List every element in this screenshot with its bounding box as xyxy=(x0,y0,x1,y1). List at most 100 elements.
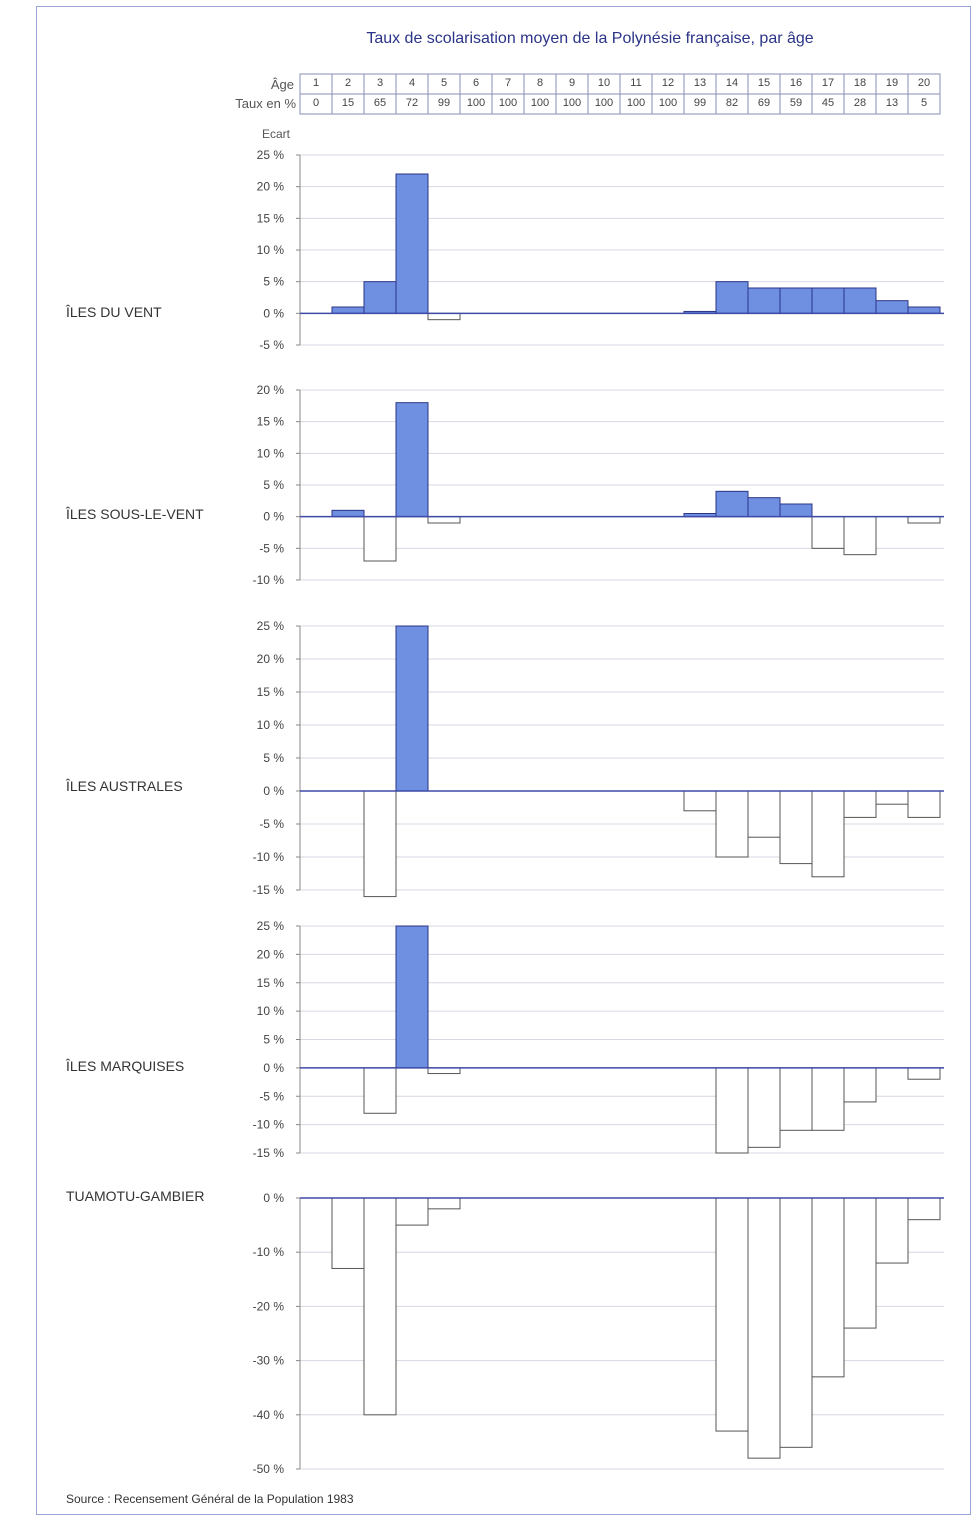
bar-age-13 xyxy=(683,790,717,812)
y-tick-label: 20 % xyxy=(257,383,285,397)
y-tick-label: 20 % xyxy=(257,652,285,666)
y-tick-label: 15 % xyxy=(257,685,285,699)
bar-age-5 xyxy=(427,516,461,524)
bar-age-18 xyxy=(843,1067,877,1103)
bar-age-3 xyxy=(363,516,397,562)
bar-age-5 xyxy=(427,1067,461,1075)
bar-age-15 xyxy=(747,1067,781,1148)
panel-1: 25 % 20 % 15 % 10 % 5 % 0 % -5 % xyxy=(257,148,944,352)
y-tick-label: 5 % xyxy=(263,478,284,492)
age-cell: 13 xyxy=(693,77,707,89)
y-tick-label: 0 % xyxy=(263,784,284,798)
y-tick-label: -10 % xyxy=(253,850,285,864)
rate-cell: 99 xyxy=(693,97,707,109)
rate-cell: 100 xyxy=(466,97,486,109)
age-row-label: Âge xyxy=(270,77,294,92)
bar-age-4 xyxy=(395,625,429,792)
panel-label: ÎLES MARQUISES xyxy=(66,1058,185,1074)
y-tick-label: 0 % xyxy=(263,1061,284,1075)
age-cell: 4 xyxy=(408,77,416,89)
bar-age-3 xyxy=(363,1197,397,1416)
y-tick-label: 15 % xyxy=(257,211,285,225)
y-tick-label: -40 % xyxy=(253,1408,285,1422)
bar-age-15 xyxy=(747,1197,781,1459)
y-tick-label: -10 % xyxy=(253,1118,285,1132)
panel-label: TUAMOTU-GAMBIER xyxy=(66,1188,205,1204)
age-table-grid xyxy=(299,73,941,115)
bar-age-18 xyxy=(843,516,877,556)
age-cell: 1 xyxy=(312,77,320,89)
bar-age-4 xyxy=(395,402,429,518)
age-cell: 17 xyxy=(821,77,835,89)
rate-cell: 28 xyxy=(853,97,867,109)
panel-label: ÎLES SOUS-LE-VENT xyxy=(66,506,204,522)
y-tick-label: 0 % xyxy=(263,510,284,524)
bar-age-15 xyxy=(747,497,781,518)
rate-cell: 100 xyxy=(498,97,518,109)
panel-label: ÎLES DU VENT xyxy=(66,304,162,320)
panel-5: 0 % -10 % -20 % -30 % -40 % -50 % xyxy=(253,1191,944,1476)
bar-age-4 xyxy=(395,925,429,1069)
bar-age-20 xyxy=(907,1197,941,1221)
rate-cell: 5 xyxy=(920,97,928,109)
bar-age-2 xyxy=(331,1197,365,1269)
bar-age-17 xyxy=(811,1197,845,1378)
age-cell: 12 xyxy=(661,77,675,89)
bar-age-2 xyxy=(331,509,365,518)
age-cell: 9 xyxy=(568,77,576,89)
y-tick-label: -50 % xyxy=(253,1462,285,1476)
rate-cell: 0 xyxy=(312,97,320,109)
rate-cell: 100 xyxy=(658,97,678,109)
y-tick-label: 0 % xyxy=(263,1191,284,1205)
y-tick-label: -5 % xyxy=(259,817,284,831)
bar-age-16 xyxy=(779,790,813,865)
y-tick-label: 25 % xyxy=(257,148,285,162)
bar-age-16 xyxy=(779,287,813,314)
bar-age-18 xyxy=(843,287,877,314)
age-cell: 20 xyxy=(917,77,931,89)
bar-age-20 xyxy=(907,516,941,524)
bar-age-14 xyxy=(715,1067,749,1154)
age-cell: 2 xyxy=(344,77,352,89)
y-axis-label: Ecart xyxy=(262,127,291,141)
bar-age-5 xyxy=(427,312,461,321)
y-tick-label: 20 % xyxy=(257,947,285,961)
panel-2: 20 % 15 % 10 % 5 % 0 % -5 % -10 % xyxy=(253,383,944,587)
bar-age-4 xyxy=(395,1197,429,1226)
bar-age-2 xyxy=(331,306,365,314)
age-cell: 15 xyxy=(757,77,771,89)
age-cell: 6 xyxy=(472,77,480,89)
y-tick-label: 5 % xyxy=(263,751,284,765)
y-tick-label: 15 % xyxy=(257,415,285,429)
panel-4: 25 % 20 % 15 % 10 % 5 % 0 % -5 % -10 % -15 % xyxy=(253,919,944,1160)
y-tick-label: 10 % xyxy=(257,718,285,732)
rate-cell: 59 xyxy=(789,97,803,109)
rate-cell: 13 xyxy=(885,97,899,109)
y-tick-label: 0 % xyxy=(263,306,284,320)
rate-cell: 72 xyxy=(405,97,419,109)
bar-age-16 xyxy=(779,503,813,518)
y-tick-label: 10 % xyxy=(257,243,285,257)
age-cell: 5 xyxy=(440,77,448,89)
age-cell: 14 xyxy=(725,77,739,89)
rate-row-label: Taux en % xyxy=(235,96,296,111)
bar-age-5 xyxy=(427,1197,461,1210)
y-tick-label: 25 % xyxy=(257,919,285,933)
panel-label: ÎLES AUSTRALES xyxy=(66,778,183,794)
y-tick-label: -30 % xyxy=(253,1354,285,1368)
age-cell: 3 xyxy=(376,77,384,89)
chart-title: Taux de scolarisation moyen de la Polyné… xyxy=(366,30,814,47)
bar-age-16 xyxy=(779,1067,813,1131)
y-tick-label: -5 % xyxy=(259,541,284,555)
y-tick-label: -15 % xyxy=(253,883,285,897)
y-tick-label: -20 % xyxy=(253,1299,285,1313)
age-cell: 8 xyxy=(536,77,544,89)
bar-age-19 xyxy=(875,300,909,314)
age-cell: 10 xyxy=(597,77,611,89)
y-tick-label: -5 % xyxy=(259,338,284,352)
y-tick-label: -10 % xyxy=(253,1245,285,1259)
bar-age-3 xyxy=(363,1067,397,1114)
bar-age-20 xyxy=(907,306,941,314)
rate-cell: 82 xyxy=(725,97,739,109)
source-note: Source : Recensement Général de la Popul… xyxy=(66,1492,354,1506)
